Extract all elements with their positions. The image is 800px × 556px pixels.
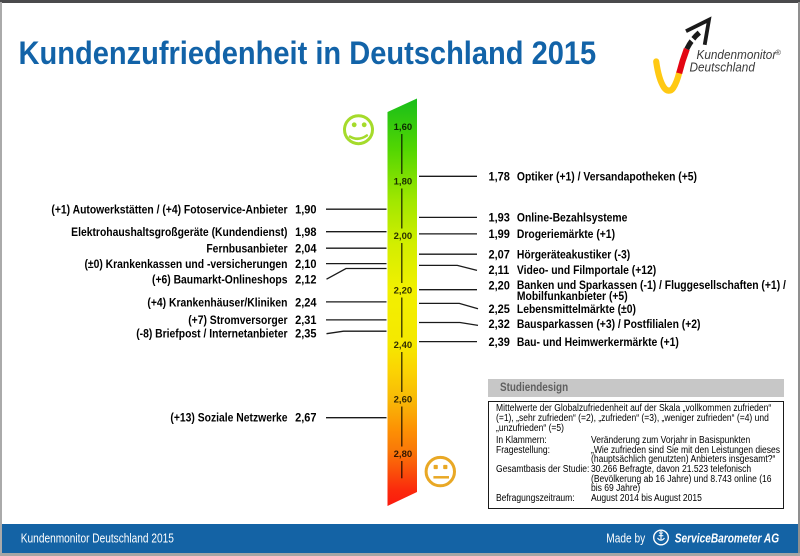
svg-text:2,31: 2,31: [295, 314, 317, 328]
svg-text:1,98: 1,98: [295, 225, 317, 239]
svg-text:Kundenmonitor Deutschland 2015: Kundenmonitor Deutschland 2015: [21, 531, 174, 545]
svg-text:Made by: Made by: [606, 531, 645, 545]
svg-text:Fernbusanbieter: Fernbusanbieter: [206, 243, 288, 256]
svg-text:Online-Bezahlsysteme: Online-Bezahlsysteme: [517, 212, 627, 225]
svg-text:2,20: 2,20: [489, 279, 510, 293]
svg-text:2,35: 2,35: [295, 327, 317, 341]
svg-text:Kundenmonitor: Kundenmonitor: [697, 48, 778, 63]
svg-text:1,80: 1,80: [394, 177, 413, 188]
svg-text:Video- und Filmportale (+12): Video- und Filmportale (+12): [517, 264, 657, 277]
svg-text:®: ®: [775, 48, 781, 57]
svg-text:2,10: 2,10: [295, 257, 316, 271]
svg-text:Elektrohaushaltsgroßgeräte (Ku: Elektrohaushaltsgroßgeräte (Kundendienst…: [71, 226, 288, 239]
svg-text:2,04: 2,04: [295, 242, 317, 256]
svg-text:Drogeriemärkte (+1): Drogeriemärkte (+1): [517, 228, 615, 241]
svg-text:2,80: 2,80: [394, 449, 413, 460]
svg-text:(+1) Autowerkstätten / (+4) Fo: (+1) Autowerkstätten / (+4) Fotoservice-…: [51, 204, 288, 217]
svg-text:2,20: 2,20: [394, 286, 413, 297]
svg-text:1,78: 1,78: [489, 170, 511, 184]
svg-text:(+13) Soziale Netzwerke: (+13) Soziale Netzwerke: [170, 412, 287, 425]
svg-text:2,25: 2,25: [489, 302, 511, 316]
svg-text:Deutschland: Deutschland: [690, 60, 756, 75]
svg-text:2,32: 2,32: [489, 318, 511, 332]
svg-text:Banken und Sparkassen (-1) / F: Banken und Sparkassen (-1) / Fluggesells…: [517, 279, 787, 292]
svg-text:Kundenzufriedenheit in Deutsch: Kundenzufriedenheit in Deutschland 2015: [19, 36, 597, 72]
svg-text:2,40: 2,40: [394, 340, 413, 351]
svg-text:2,67: 2,67: [295, 411, 316, 425]
svg-text:Bausparkassen (+3) / Postfilia: Bausparkassen (+3) / Postfilialen (+2): [517, 318, 701, 331]
svg-text:(+4) Krankenhäuser/Kliniken: (+4) Krankenhäuser/Kliniken: [147, 297, 287, 310]
svg-text:2,07: 2,07: [489, 248, 510, 262]
svg-text:1,60: 1,60: [394, 122, 413, 133]
svg-text:Lebensmittelmärkte (±0): Lebensmittelmärkte (±0): [517, 303, 636, 316]
svg-text:2,39: 2,39: [489, 335, 511, 349]
svg-text:2,24: 2,24: [295, 296, 317, 310]
svg-text:(-8) Briefpost / Internetanbie: (-8) Briefpost / Internetanbieter: [136, 328, 288, 341]
svg-text:1,93: 1,93: [489, 211, 511, 225]
svg-text:1,90: 1,90: [295, 203, 316, 217]
svg-text:2,12: 2,12: [295, 273, 317, 287]
svg-text:(+6) Baumarkt-Onlineshops: (+6) Baumarkt-Onlineshops: [152, 274, 288, 287]
svg-text:2,00: 2,00: [394, 231, 413, 242]
svg-text:ServiceBarometer AG: ServiceBarometer AG: [675, 531, 779, 545]
svg-text:2,60: 2,60: [394, 395, 413, 406]
svg-text:Bau- und Heimwerkermärkte (+1): Bau- und Heimwerkermärkte (+1): [517, 336, 679, 349]
svg-text:2,11: 2,11: [489, 264, 510, 278]
svg-text:Optiker (+1) / Versandapotheke: Optiker (+1) / Versandapotheken (+5): [517, 171, 697, 184]
svg-text:1,99: 1,99: [489, 228, 511, 242]
svg-text:(+7) Stromversorger: (+7) Stromversorger: [188, 314, 288, 327]
svg-text:Hörgeräteakustiker (-3): Hörgeräteakustiker (-3): [517, 249, 631, 262]
svg-text:(±0) Krankenkassen und -versic: (±0) Krankenkassen und -versicherungen: [84, 258, 287, 271]
svg-text:Mobilfunkanbieter (+5): Mobilfunkanbieter (+5): [517, 290, 628, 303]
